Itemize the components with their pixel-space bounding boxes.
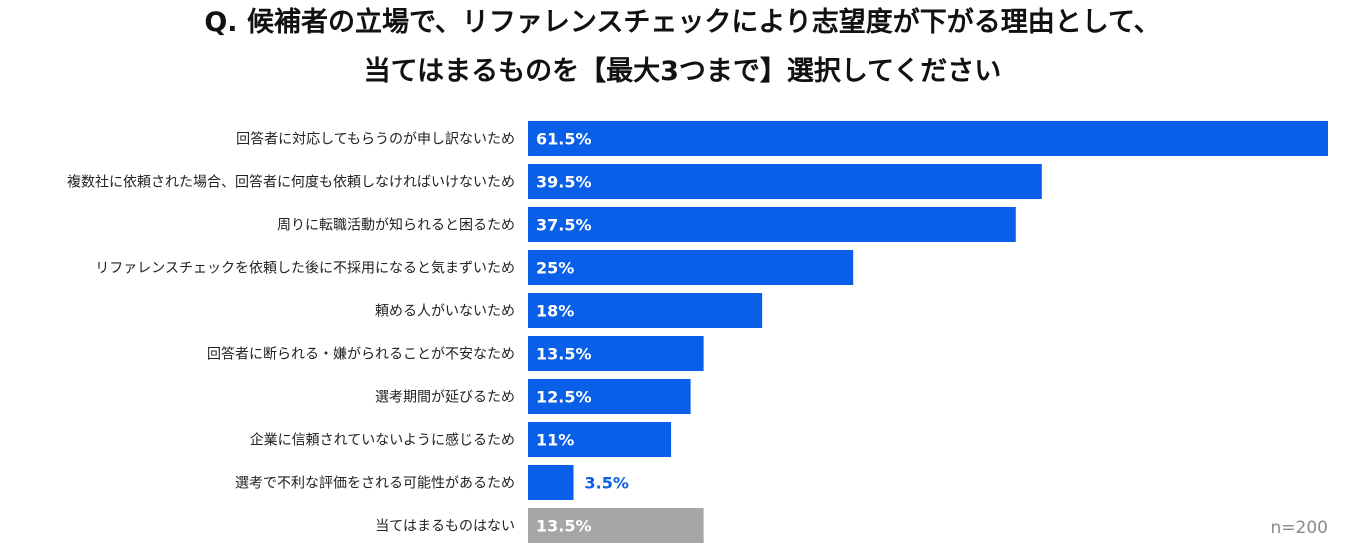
value-label: 3.5% bbox=[585, 474, 629, 493]
bar bbox=[528, 207, 1016, 242]
value-label: 13.5% bbox=[536, 345, 592, 364]
bar bbox=[528, 293, 763, 328]
chart-title-line1: Q. 候補者の立場で、リファレンスチェックにより志望度が下がる理由として、 bbox=[204, 7, 1161, 38]
bar bbox=[528, 465, 574, 500]
bar bbox=[528, 422, 672, 457]
value-label: 11% bbox=[536, 431, 574, 450]
value-label: 37.5% bbox=[536, 216, 592, 235]
value-label: 13.5% bbox=[536, 517, 592, 536]
sample-size-label: n=200 bbox=[1270, 518, 1328, 538]
value-label: 39.5% bbox=[536, 173, 592, 192]
category-label: 周りに転職活動が知られると困るため bbox=[277, 217, 515, 234]
category-label: リファレンスチェックを依頼した後に不採用になると気まずいため bbox=[95, 261, 515, 277]
category-label: 回答者に断られる・嫌がられることが不安なため bbox=[207, 346, 515, 363]
chart-title-line2: 当てはまるものを【最大3つまで】選択してください bbox=[363, 56, 1002, 87]
bar bbox=[528, 121, 1328, 156]
category-label: 企業に信頼されていないように感じるため bbox=[250, 432, 515, 449]
category-label: 選考で不利な評価をされる可能性があるため bbox=[235, 476, 515, 492]
category-label: 頼める人がいないため bbox=[375, 304, 515, 320]
bar bbox=[528, 250, 854, 285]
value-label: 18% bbox=[536, 302, 574, 321]
category-label: 回答者に対応してもらうのが申し訳ないため bbox=[236, 131, 515, 148]
category-label: 選考期間が延びるため bbox=[375, 390, 515, 406]
value-label: 25% bbox=[536, 259, 574, 278]
category-label: 当てはまるものはない bbox=[375, 519, 515, 535]
bar bbox=[528, 164, 1042, 199]
value-label: 61.5% bbox=[536, 130, 592, 149]
category-label: 複数社に依頼された場合、回答者に何度も依頼しなければいけないため bbox=[67, 174, 515, 191]
bar bbox=[528, 336, 704, 371]
bar bbox=[528, 379, 691, 414]
value-label: 12.5% bbox=[536, 388, 592, 407]
bar bbox=[528, 508, 704, 543]
